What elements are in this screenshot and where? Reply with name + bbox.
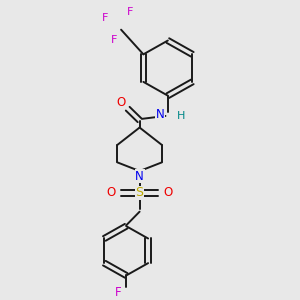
Text: N: N	[156, 108, 165, 121]
Text: F: F	[115, 286, 121, 299]
Text: F: F	[110, 35, 117, 45]
Text: F: F	[127, 7, 133, 17]
Text: O: O	[106, 186, 116, 199]
Text: O: O	[116, 95, 125, 109]
Text: H: H	[177, 111, 185, 121]
Text: O: O	[164, 186, 173, 199]
Text: S: S	[136, 186, 144, 199]
Text: N: N	[135, 170, 144, 183]
Text: F: F	[102, 13, 108, 23]
